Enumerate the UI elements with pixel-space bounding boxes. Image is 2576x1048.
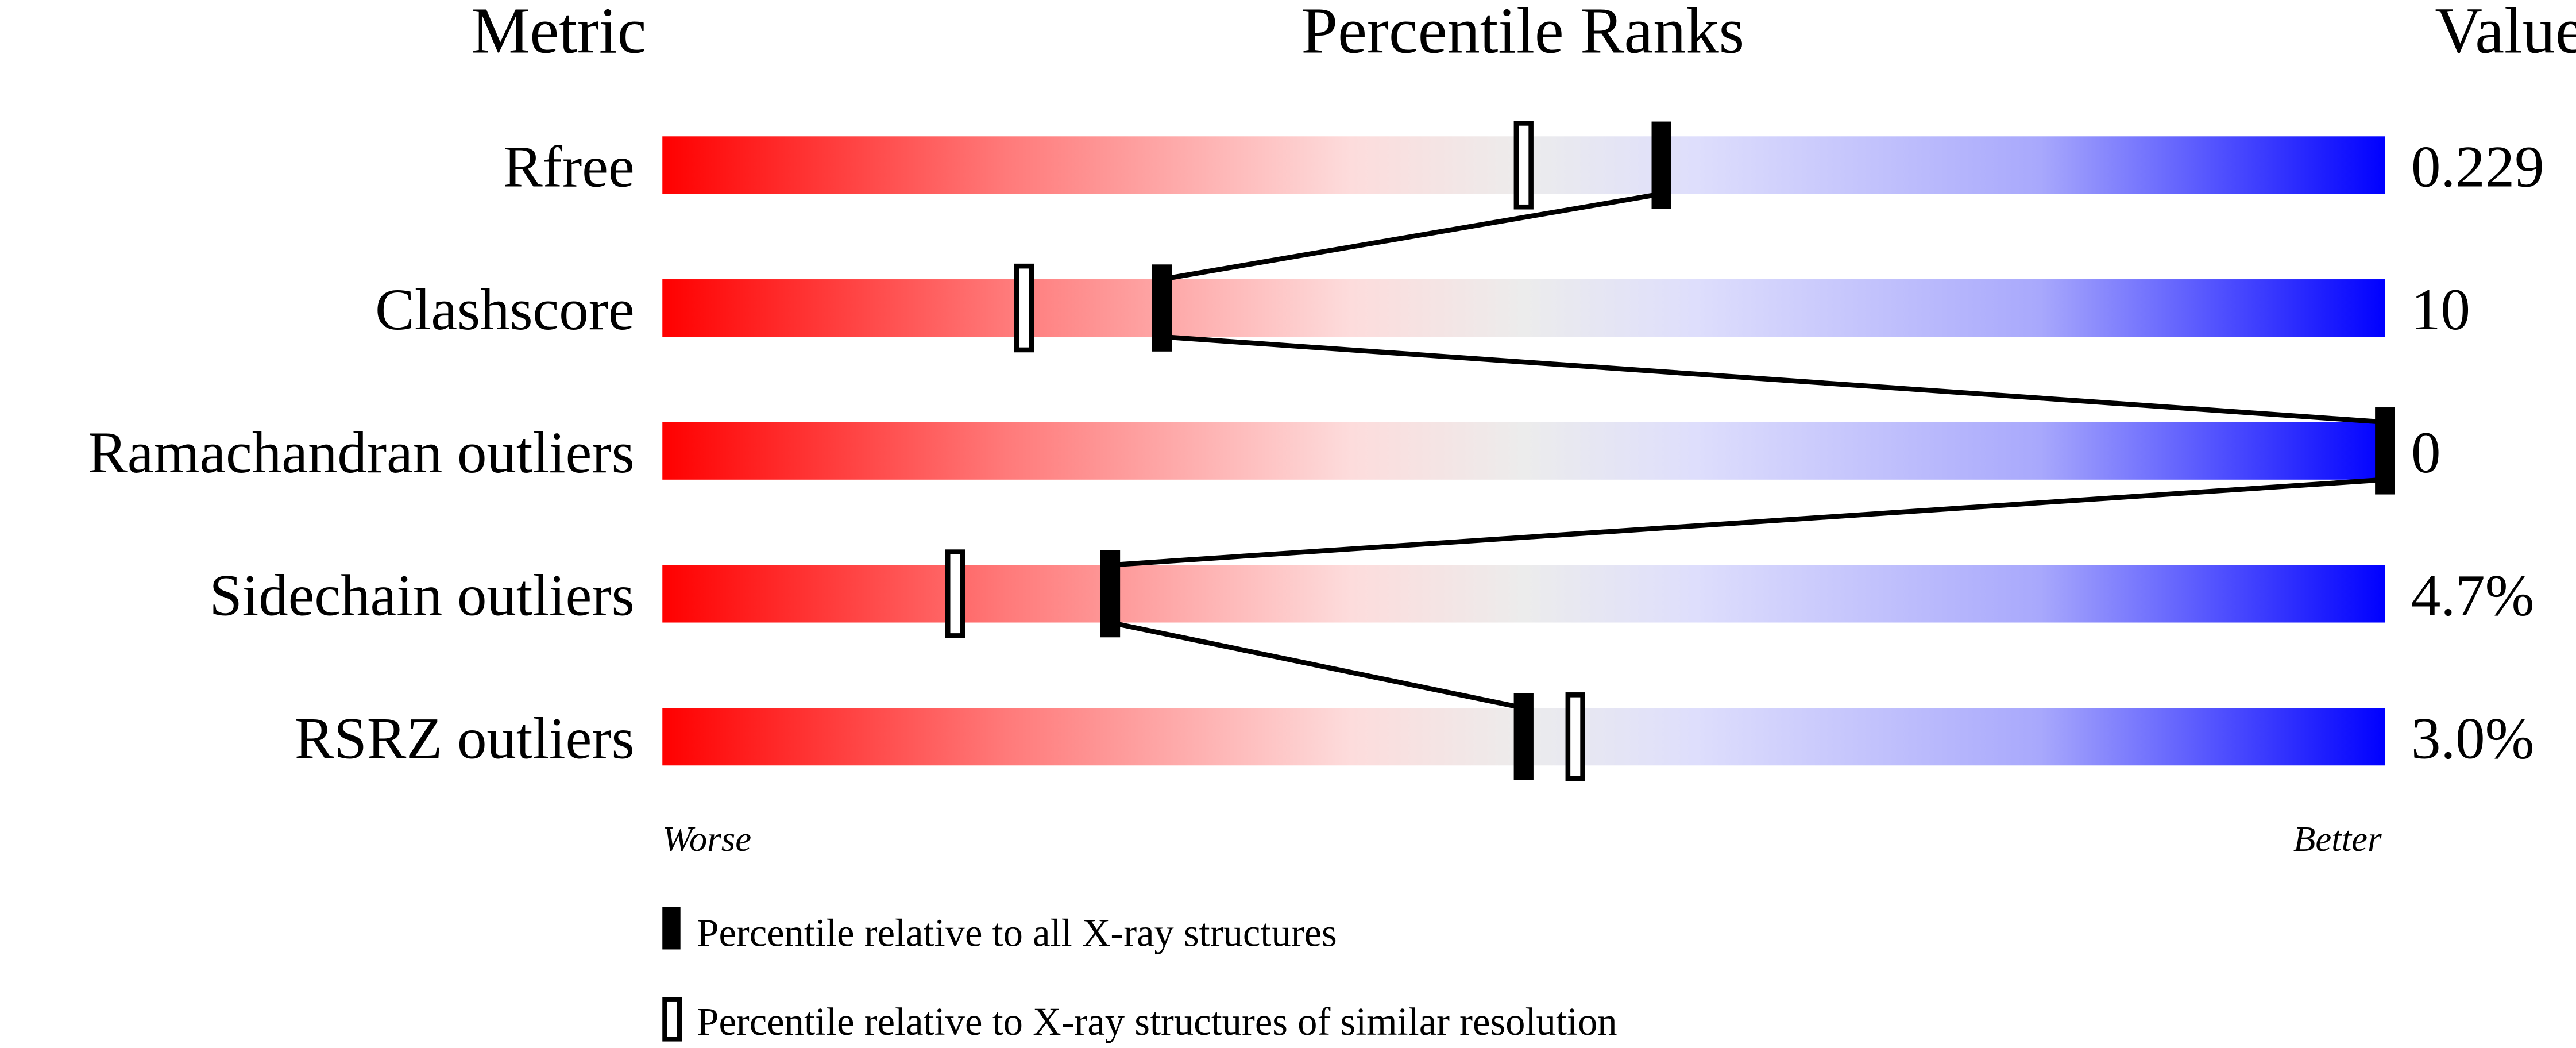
- metric-label: Sidechain outliers: [209, 563, 634, 629]
- marker-all-structures: [1100, 550, 1121, 638]
- marker-all-structures: [1513, 693, 1534, 780]
- header-metric: Metric: [472, 0, 647, 67]
- legend-all: Percentile relative to all X-ray structu…: [697, 911, 1337, 955]
- connector-line: [1110, 620, 1524, 711]
- percentile-bar: [662, 422, 2385, 480]
- metric-value: 4.7%: [2411, 563, 2534, 629]
- legend-similar: Percentile relative to X-ray structures …: [697, 1000, 1617, 1043]
- legend-filled-marker-icon: [662, 907, 681, 950]
- metric-value: 0: [2411, 420, 2440, 486]
- marker-all-structures: [1651, 121, 1671, 209]
- metric-label: RSRZ outliers: [295, 706, 635, 771]
- marker-similar-resolution: [1565, 692, 1585, 781]
- metric-label: Rfree: [503, 134, 635, 199]
- connector-line: [1161, 191, 1662, 282]
- better-label: Better: [2293, 819, 2382, 859]
- marker-similar-resolution: [1014, 263, 1034, 353]
- percentile-bar: [662, 565, 2385, 623]
- metric-label: Clashscore: [375, 277, 635, 342]
- connector-line: [1110, 477, 2385, 568]
- metric-value: 0.229: [2411, 134, 2544, 199]
- connector-line: [1161, 334, 2385, 425]
- marker-similar-resolution: [945, 549, 965, 638]
- metric-value: 10: [2411, 277, 2470, 342]
- metric-label: Ramachandran outliers: [88, 420, 635, 486]
- legend-open-marker-icon: [662, 997, 682, 1042]
- header-value: Value: [2435, 0, 2576, 67]
- marker-all-structures: [1152, 264, 1172, 352]
- metric-value: 3.0%: [2411, 706, 2534, 771]
- worse-label: Worse: [662, 819, 751, 859]
- marker-all-structures: [2375, 407, 2395, 495]
- marker-similar-resolution: [1513, 121, 1534, 210]
- percentile-bar: [662, 279, 2385, 337]
- header-percentile-ranks: Percentile Ranks: [1301, 0, 1745, 67]
